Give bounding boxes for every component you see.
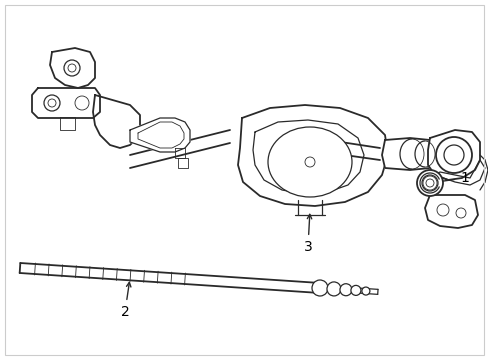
Circle shape [435, 137, 471, 173]
Polygon shape [381, 138, 439, 170]
Polygon shape [424, 195, 477, 228]
Circle shape [64, 60, 80, 76]
Circle shape [44, 95, 60, 111]
Ellipse shape [350, 285, 360, 296]
Ellipse shape [267, 127, 351, 197]
Circle shape [68, 64, 76, 72]
Circle shape [305, 157, 314, 167]
Ellipse shape [326, 282, 340, 296]
Ellipse shape [311, 280, 327, 296]
Circle shape [425, 179, 433, 187]
Polygon shape [130, 118, 190, 152]
Circle shape [421, 175, 437, 191]
Text: 3: 3 [303, 214, 312, 254]
Ellipse shape [339, 284, 351, 296]
Text: 2: 2 [121, 282, 131, 319]
Polygon shape [427, 130, 479, 180]
Text: 1: 1 [433, 171, 468, 185]
Circle shape [48, 99, 56, 107]
Circle shape [75, 96, 89, 110]
Ellipse shape [361, 287, 369, 295]
Circle shape [443, 145, 463, 165]
Circle shape [436, 204, 448, 216]
Circle shape [416, 170, 442, 196]
Circle shape [455, 208, 465, 218]
